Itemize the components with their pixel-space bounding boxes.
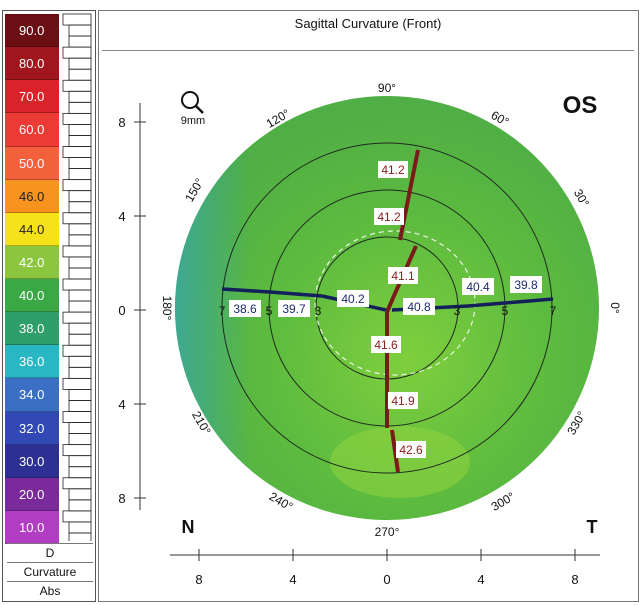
- y-tick-label: 0: [118, 303, 125, 318]
- value-label-temp-outer[interactable]: 39.8: [510, 276, 542, 293]
- ring-number: 3: [454, 304, 461, 318]
- legend-level: 46.0: [5, 179, 59, 213]
- legend-level: 50.0: [5, 146, 59, 180]
- value-label-sup-outer[interactable]: 41.2: [378, 161, 408, 178]
- ring-number: 7: [219, 304, 226, 318]
- legend-level: 36.0: [5, 345, 59, 379]
- ring-number: 7: [550, 304, 557, 318]
- legend-level: 32.0: [5, 411, 59, 445]
- legend-level: 40.0: [5, 279, 59, 313]
- angle-label-150: 150°: [182, 176, 207, 205]
- nasal-label: N: [182, 517, 195, 537]
- legend-level: 60.0: [5, 113, 59, 147]
- y-axis-ticks: 8 4 0 4 8: [118, 115, 146, 506]
- angle-label-0: 0°: [608, 302, 622, 314]
- ring-number: 5: [266, 304, 273, 318]
- legend-step: [68, 532, 92, 541]
- legend-mode[interactable]: Abs: [7, 581, 93, 600]
- x-tick-label: 4: [289, 572, 296, 587]
- svg-text:39.8: 39.8: [514, 278, 538, 292]
- eye-label: OS: [563, 92, 598, 119]
- inferior-steep-zone: [330, 426, 470, 498]
- angle-label-300: 300°: [489, 489, 518, 514]
- title-divider: [102, 50, 634, 51]
- value-label-nasal-mid[interactable]: 39.7: [278, 300, 310, 317]
- magnifier-label: 9mm: [181, 115, 205, 127]
- pupil-outline: [314, 230, 476, 376]
- x-tick-label: 8: [195, 572, 202, 587]
- x-axis-ticks: 8 4 0 4 8: [195, 549, 579, 587]
- legend-level: 42.0: [5, 245, 59, 279]
- legend-level: 38.0: [5, 312, 59, 346]
- angle-label-180: 180°: [160, 296, 174, 321]
- nasal-meridian: [221, 287, 323, 298]
- angle-label-90: 90°: [378, 81, 396, 95]
- legend-level: 70.0: [5, 80, 59, 114]
- legend-level: 20.0: [5, 477, 59, 511]
- map-title: Sagittal Curvature (Front): [294, 16, 442, 31]
- value-label-sup-inner[interactable]: 41.1: [388, 267, 418, 284]
- ring-number: 3: [315, 304, 322, 318]
- value-label-nasal-inner[interactable]: 40.2: [337, 290, 369, 307]
- legend-level: 80.0: [5, 47, 59, 81]
- magnifier-icon: [181, 91, 199, 109]
- y-tick-label: 4: [118, 397, 125, 412]
- svg-text:41.2: 41.2: [377, 210, 401, 224]
- svg-text:40.8: 40.8: [407, 300, 431, 314]
- svg-text:38.6: 38.6: [233, 302, 257, 316]
- ring-number: 5: [502, 304, 509, 318]
- inferior-meridian-outer: [390, 429, 400, 473]
- legend-step-scale: [62, 13, 92, 541]
- legend-level: 30.0: [5, 444, 59, 478]
- svg-text:41.2: 41.2: [381, 163, 405, 177]
- legend-level: 44.0: [5, 212, 59, 246]
- color-scale-legend: 90.0 80.0 70.0 60.0 50.0 46.0 44.0 42.0 40.0 38.0…: [2, 10, 96, 602]
- value-label-inf-outer[interactable]: 42.6: [396, 441, 426, 458]
- value-label-inf-mid[interactable]: 41.9: [388, 392, 418, 409]
- value-label-temp-mid[interactable]: 40.4: [462, 278, 494, 295]
- zoom-magnifier[interactable]: 9mm: [181, 91, 205, 127]
- svg-text:41.6: 41.6: [374, 338, 398, 352]
- value-label-sup-mid[interactable]: 41.2: [374, 208, 404, 225]
- legend-level: 34.0: [5, 378, 59, 412]
- y-tick-label: 4: [118, 209, 125, 224]
- temporal-label: T: [587, 517, 598, 537]
- x-tick-label: 0: [383, 572, 390, 587]
- legend-type[interactable]: Curvature: [7, 562, 93, 581]
- superior-meridian-inner: [385, 245, 418, 313]
- y-tick-label: 8: [118, 115, 125, 130]
- legend-level: 90.0: [5, 14, 59, 48]
- value-label-nasal-outer[interactable]: 38.6: [229, 300, 261, 317]
- legend-level: 10.0: [5, 510, 59, 544]
- y-tick-label: 8: [118, 491, 125, 506]
- svg-text:40.4: 40.4: [466, 280, 490, 294]
- x-tick-label: 4: [477, 572, 484, 587]
- legend-unit: D: [7, 543, 93, 562]
- x-tick-label: 8: [571, 572, 578, 587]
- value-label-inf-inner[interactable]: 41.6: [371, 336, 401, 353]
- angle-label-30: 30°: [571, 187, 592, 210]
- svg-text:42.6: 42.6: [399, 443, 423, 457]
- value-label-temp-inner[interactable]: 40.8: [403, 298, 435, 315]
- ring-7mm: [221, 142, 553, 474]
- angle-label-270: 270°: [375, 525, 400, 539]
- svg-text:39.7: 39.7: [282, 302, 306, 316]
- svg-text:41.9: 41.9: [391, 394, 415, 408]
- svg-text:41.1: 41.1: [391, 269, 415, 283]
- svg-text:40.2: 40.2: [341, 292, 365, 306]
